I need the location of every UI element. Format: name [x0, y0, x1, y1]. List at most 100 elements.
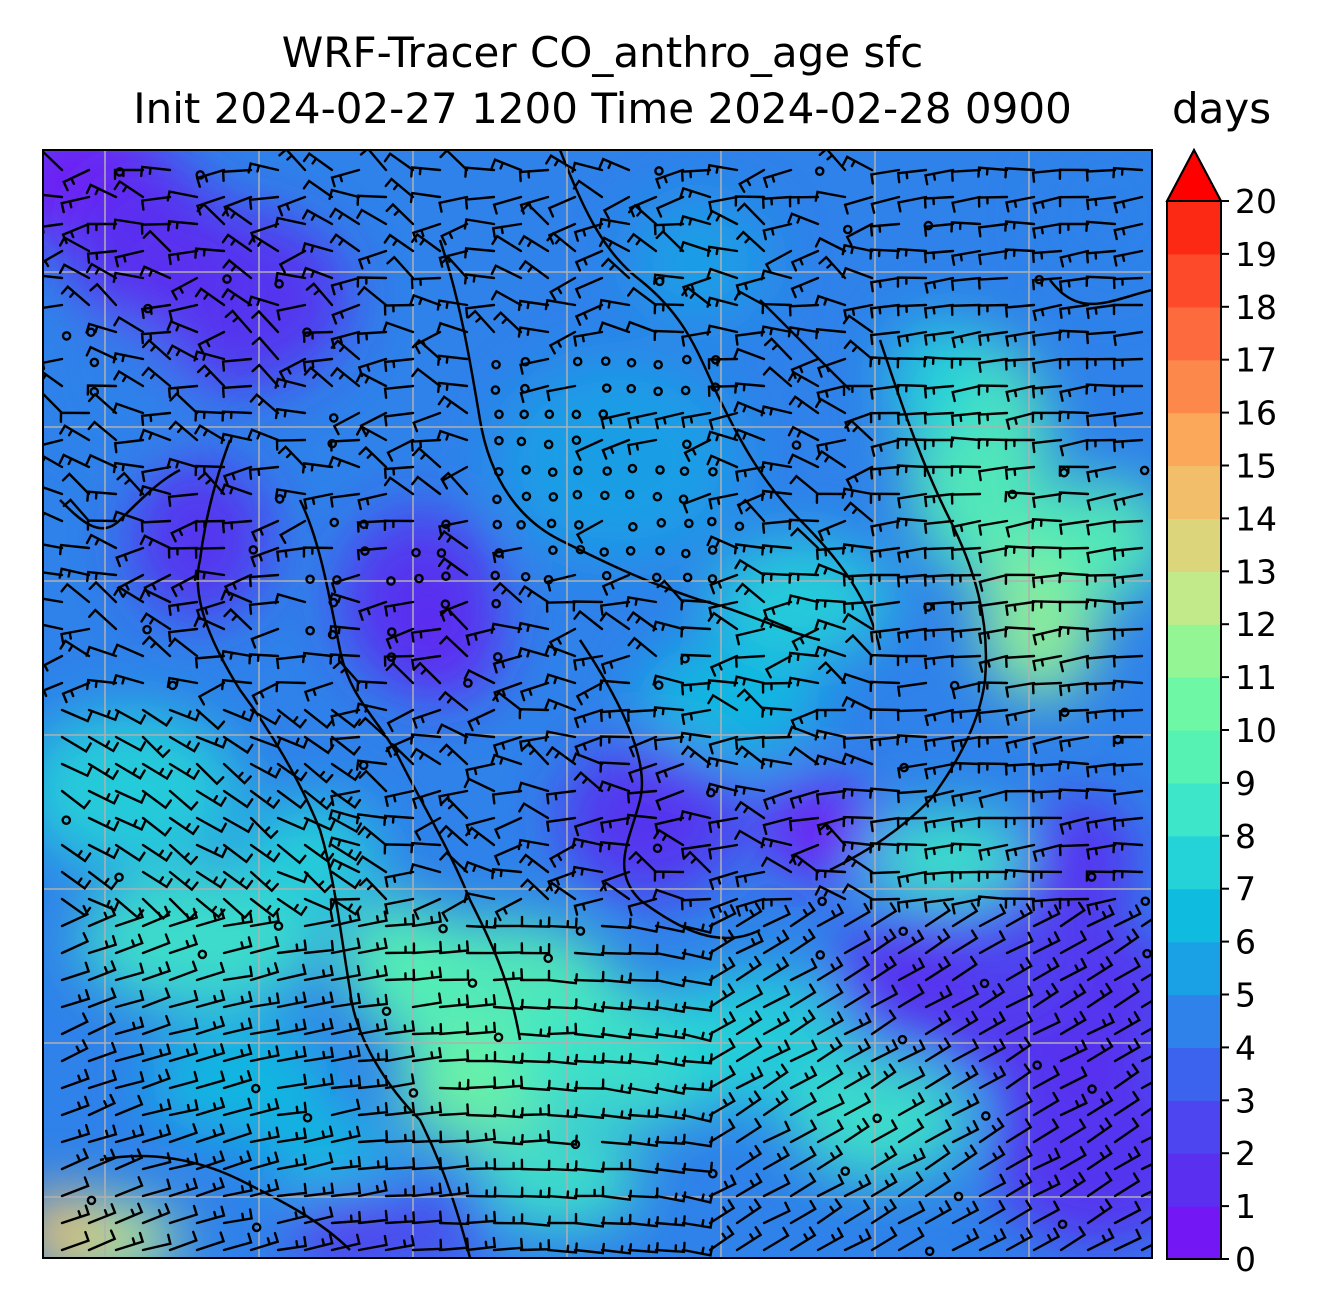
field-patch	[560, 740, 740, 900]
field-patch	[500, 360, 740, 560]
wind-barb	[842, 612, 874, 631]
wind-barb	[467, 708, 496, 732]
wind-barb	[276, 991, 307, 1009]
wind-barb	[140, 519, 172, 533]
wind-barb	[1140, 1054, 1152, 1063]
wind-barb	[167, 384, 199, 399]
wind-barb	[897, 492, 928, 509]
wind-barb	[708, 1174, 737, 1198]
wind-barb	[170, 573, 199, 598]
wind-barb	[761, 856, 793, 874]
wind-barb	[760, 325, 793, 337]
wind-barb	[681, 1030, 714, 1043]
wind-barb	[114, 1231, 145, 1252]
wind-barb	[303, 1182, 335, 1198]
wind-barb	[843, 501, 874, 523]
wind-barb	[330, 1098, 361, 1117]
calm-wind-marker	[681, 354, 692, 365]
wind-barb	[816, 983, 844, 1009]
wind-barb	[1086, 904, 1115, 928]
wind-barb	[1032, 1227, 1061, 1252]
wind-barb	[924, 1144, 951, 1171]
wind-barb	[116, 471, 145, 496]
wind-barb	[706, 209, 739, 226]
wind-barb	[1113, 1063, 1140, 1090]
wind-barb	[627, 1054, 659, 1066]
colorbar-tick-label: 9	[1235, 764, 1256, 803]
wind-barb	[357, 1018, 388, 1036]
wind-barb	[465, 627, 496, 646]
wind-barb	[544, 698, 577, 712]
wind-barb	[790, 527, 820, 550]
wind-barb	[60, 627, 91, 645]
calm-wind-marker	[1142, 948, 1152, 959]
wind-barb	[842, 573, 874, 587]
wind-barb	[1031, 518, 1063, 530]
wind-barb	[923, 627, 955, 641]
wind-barb	[843, 303, 874, 321]
wind-barb	[870, 1145, 898, 1171]
wind-barb	[139, 428, 172, 442]
wind-barb	[681, 1080, 713, 1092]
calm-wind-marker	[625, 546, 636, 556]
wind-barb	[383, 465, 415, 480]
wind-barb	[951, 1228, 980, 1252]
wind-barb	[574, 735, 604, 757]
wind-barb	[1058, 168, 1090, 180]
wind-barb	[734, 829, 766, 847]
wind-barb	[869, 735, 901, 751]
wind-barb	[1113, 492, 1144, 511]
wind-barb	[195, 762, 225, 786]
wind-barb	[303, 762, 334, 784]
wind-barb	[85, 453, 118, 469]
wind-barb	[544, 644, 577, 658]
wind-barb	[951, 902, 979, 928]
wind-barb	[385, 742, 415, 766]
wind-barb	[977, 357, 1009, 373]
wind-barb	[681, 708, 712, 725]
wind-barb	[221, 206, 253, 226]
calm-wind-marker	[707, 574, 718, 584]
wind-barb	[1005, 1172, 1033, 1198]
wind-barb	[951, 1064, 979, 1090]
wind-barb	[168, 989, 199, 1009]
wind-barb	[761, 519, 793, 534]
field-patch	[43, 710, 240, 870]
wind-barb	[141, 1068, 171, 1090]
wind-barb	[329, 207, 361, 226]
wind-barb	[897, 1039, 926, 1063]
wind-barb	[789, 1199, 817, 1225]
wind-barb	[708, 843, 739, 860]
wind-barb	[573, 816, 604, 837]
calm-wind-marker	[575, 926, 586, 936]
wind-barb	[598, 217, 631, 230]
wind-barb	[383, 654, 415, 667]
wind-barb	[652, 674, 685, 686]
wind-barb	[194, 654, 226, 669]
wind-barb	[681, 411, 712, 428]
wind-barb	[654, 1241, 686, 1254]
wind-barb	[329, 624, 361, 637]
wind-barb	[519, 1079, 551, 1092]
wind-barb	[761, 681, 793, 694]
wind-barb	[627, 232, 658, 253]
wind-barb	[923, 519, 955, 534]
wind-barb	[86, 519, 118, 531]
wind-barb	[951, 519, 982, 537]
wind-barb	[519, 384, 550, 404]
wind-barb	[951, 897, 982, 915]
wind-barb	[382, 321, 415, 334]
wind-barb	[681, 949, 714, 961]
wind-barb	[411, 1182, 443, 1198]
wind-barb	[278, 150, 307, 172]
wind-barb	[897, 1118, 925, 1144]
wind-barb	[385, 202, 415, 226]
wind-barb	[1005, 1036, 1032, 1063]
wind-barb	[438, 1237, 470, 1252]
wind-barb	[1005, 1146, 1033, 1171]
wind-barb	[1058, 276, 1090, 292]
wind-barb	[86, 222, 118, 235]
wind-barb	[1113, 195, 1144, 214]
wind-barb	[222, 1043, 253, 1063]
